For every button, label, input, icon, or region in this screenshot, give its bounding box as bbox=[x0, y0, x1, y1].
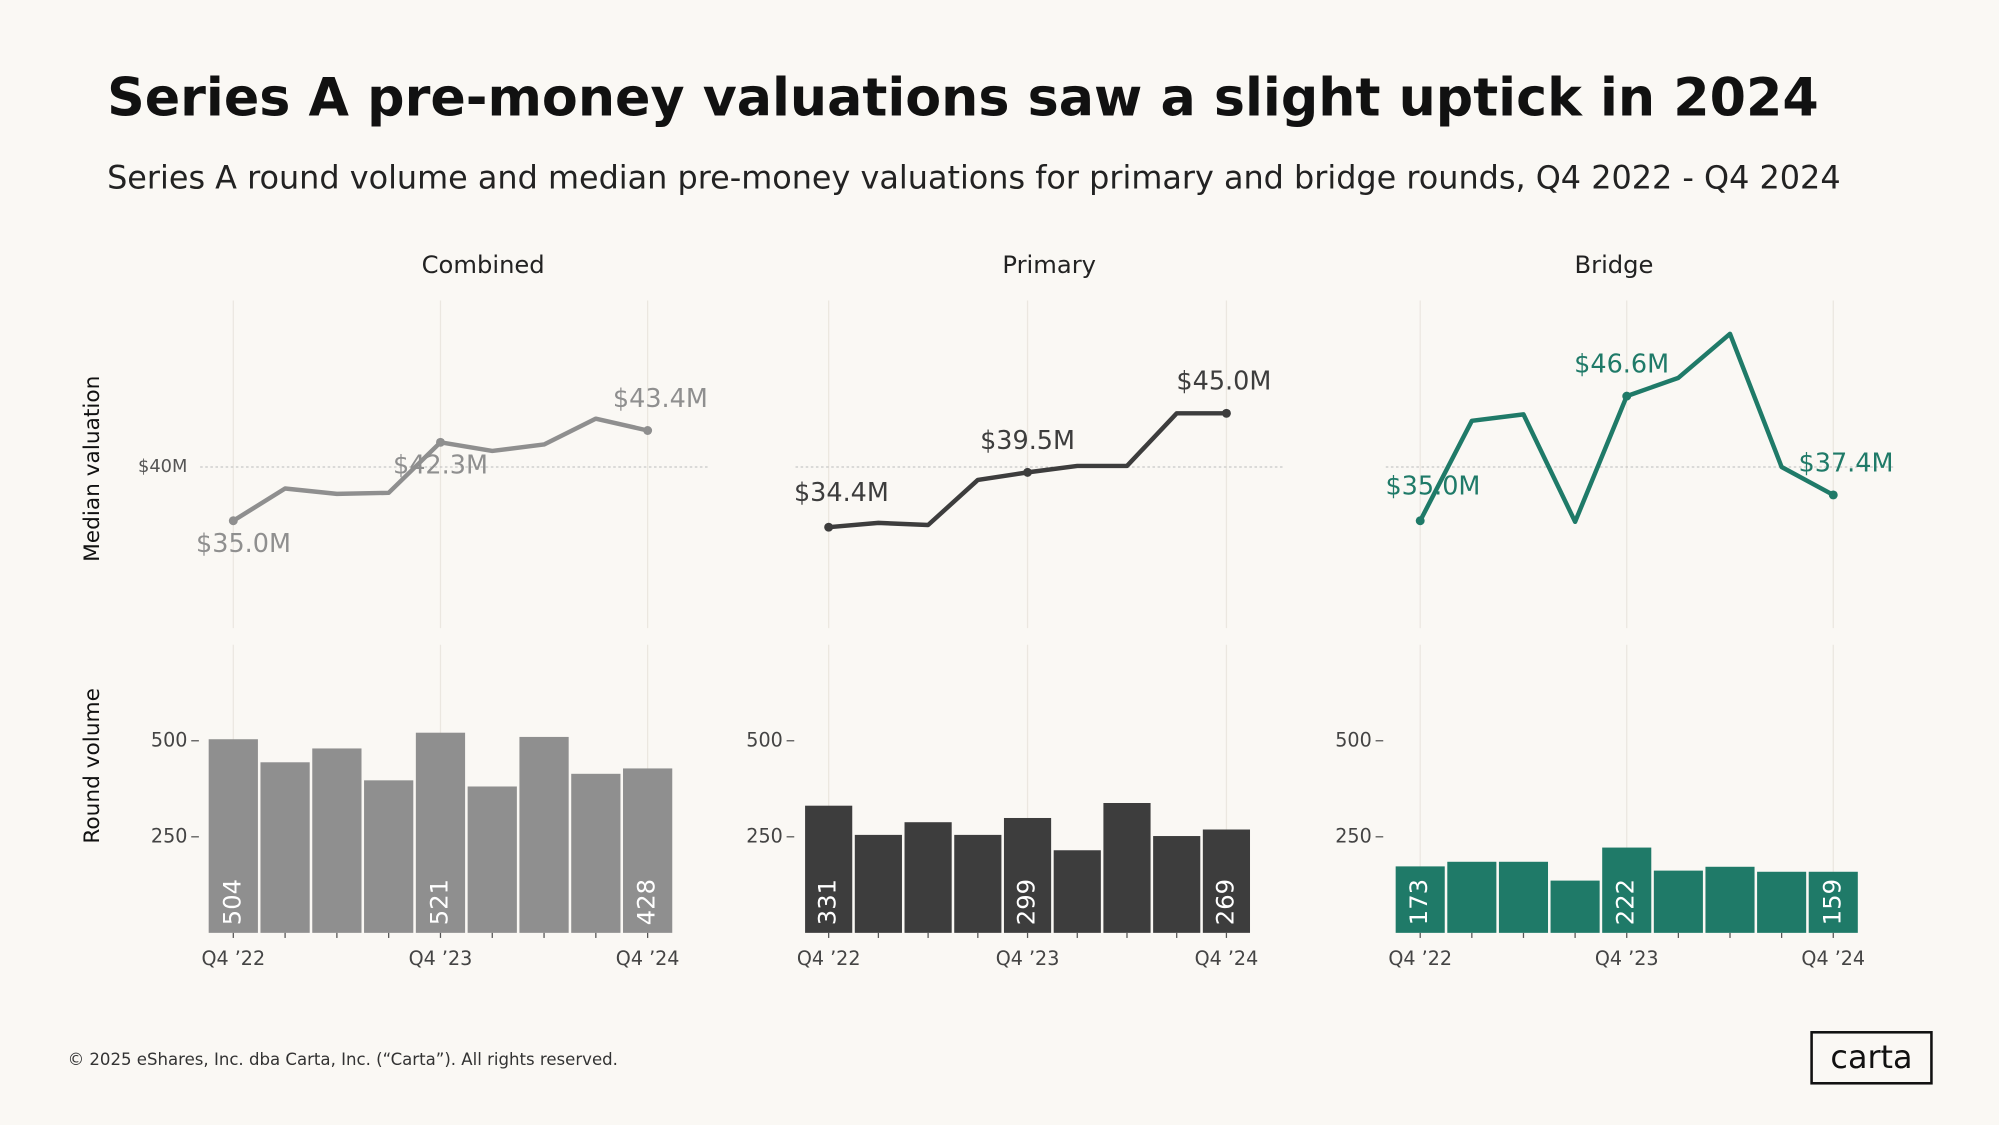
x-tick-label: Q4 ’23 bbox=[996, 947, 1060, 970]
bar bbox=[1550, 880, 1600, 933]
point-marker bbox=[824, 522, 834, 532]
page-title: Series A pre-money valuations saw a slig… bbox=[107, 68, 1819, 129]
bar bbox=[1103, 803, 1151, 933]
bar bbox=[1003, 817, 1052, 933]
value-label: $34.4M bbox=[794, 478, 889, 508]
page-subtitle: Series A round volume and median pre-mon… bbox=[107, 158, 1841, 196]
point-marker bbox=[1221, 408, 1231, 418]
bar bbox=[1202, 829, 1251, 933]
bar bbox=[467, 786, 517, 933]
logo-box bbox=[1810, 1031, 1933, 1085]
value-label: 269 bbox=[1211, 879, 1239, 925]
value-label: 173 bbox=[1405, 879, 1433, 925]
bar bbox=[623, 768, 673, 933]
x-tick-label: Q4 ’24 bbox=[616, 947, 680, 970]
bar bbox=[1153, 836, 1201, 933]
value-label: $39.5M bbox=[980, 426, 1075, 456]
panel-title: Bridge bbox=[1575, 251, 1654, 279]
x-tick-label: Q4 ’24 bbox=[1801, 947, 1865, 970]
bar bbox=[571, 773, 621, 933]
value-label: 504 bbox=[218, 879, 246, 925]
value-label: 299 bbox=[1013, 879, 1041, 925]
point-marker bbox=[1828, 490, 1838, 500]
bar bbox=[364, 780, 414, 933]
value-label: $35.0M bbox=[196, 529, 291, 559]
y-tick-label: $40M bbox=[138, 456, 187, 477]
bar bbox=[1705, 866, 1755, 933]
y-tick-label: 500 bbox=[1335, 728, 1371, 751]
bar bbox=[904, 822, 952, 933]
point-marker bbox=[1622, 391, 1632, 401]
footer: © 2025 eShares, Inc. dba Carta, Inc. (“C… bbox=[68, 1050, 618, 1069]
bar bbox=[415, 732, 466, 933]
value-label: 521 bbox=[425, 879, 453, 925]
panel-title: Combined bbox=[422, 251, 545, 279]
x-tick-label: Q4 ’22 bbox=[201, 947, 265, 970]
point-marker bbox=[228, 516, 238, 526]
bar bbox=[1602, 847, 1652, 933]
value-label: $43.4M bbox=[613, 384, 708, 414]
value-label: 222 bbox=[1612, 879, 1640, 925]
bar bbox=[1395, 866, 1445, 933]
bar bbox=[519, 736, 569, 933]
y-axis-label: Median valuation bbox=[80, 376, 105, 562]
value-label: 159 bbox=[1818, 879, 1846, 925]
y-tick-label: 500 bbox=[746, 728, 782, 751]
point-marker bbox=[436, 437, 445, 447]
bar bbox=[260, 762, 310, 933]
y-tick-label: 500 bbox=[151, 728, 187, 751]
value-label: $45.0M bbox=[1176, 367, 1271, 397]
panel-title: Primary bbox=[1002, 251, 1096, 279]
bar bbox=[1757, 871, 1807, 933]
bar bbox=[1053, 850, 1101, 933]
value-label: $46.6M bbox=[1574, 350, 1669, 380]
bar bbox=[1447, 861, 1497, 933]
bar bbox=[954, 834, 1002, 933]
bar bbox=[312, 748, 362, 933]
x-tick-label: Q4 ’24 bbox=[1195, 947, 1259, 970]
bar bbox=[805, 805, 853, 933]
bar bbox=[208, 739, 258, 933]
value-label: $42.3M bbox=[393, 451, 488, 481]
value-label: 331 bbox=[814, 879, 842, 925]
y-tick-label: 250 bbox=[746, 824, 782, 847]
value-label: $35.0M bbox=[1385, 472, 1480, 502]
y-tick-label: 250 bbox=[151, 824, 187, 847]
bar bbox=[1498, 861, 1549, 933]
y-tick-label: 250 bbox=[1335, 824, 1371, 847]
point-marker bbox=[1023, 467, 1033, 477]
x-tick-label: Q4 ’22 bbox=[1388, 947, 1452, 970]
point-marker bbox=[1415, 516, 1425, 526]
value-label: $37.4M bbox=[1799, 448, 1894, 478]
x-tick-label: Q4 ’23 bbox=[1595, 947, 1659, 970]
bar bbox=[854, 834, 902, 933]
bar bbox=[1808, 871, 1858, 933]
point-marker bbox=[643, 426, 653, 435]
x-tick-label: Q4 ’22 bbox=[797, 947, 861, 970]
bar bbox=[1653, 870, 1703, 933]
x-tick-label: Q4 ’23 bbox=[409, 947, 473, 970]
logo: carta bbox=[1830, 1038, 1912, 1076]
y-axis-label: Round volume bbox=[80, 688, 105, 844]
value-label: 428 bbox=[633, 879, 661, 925]
